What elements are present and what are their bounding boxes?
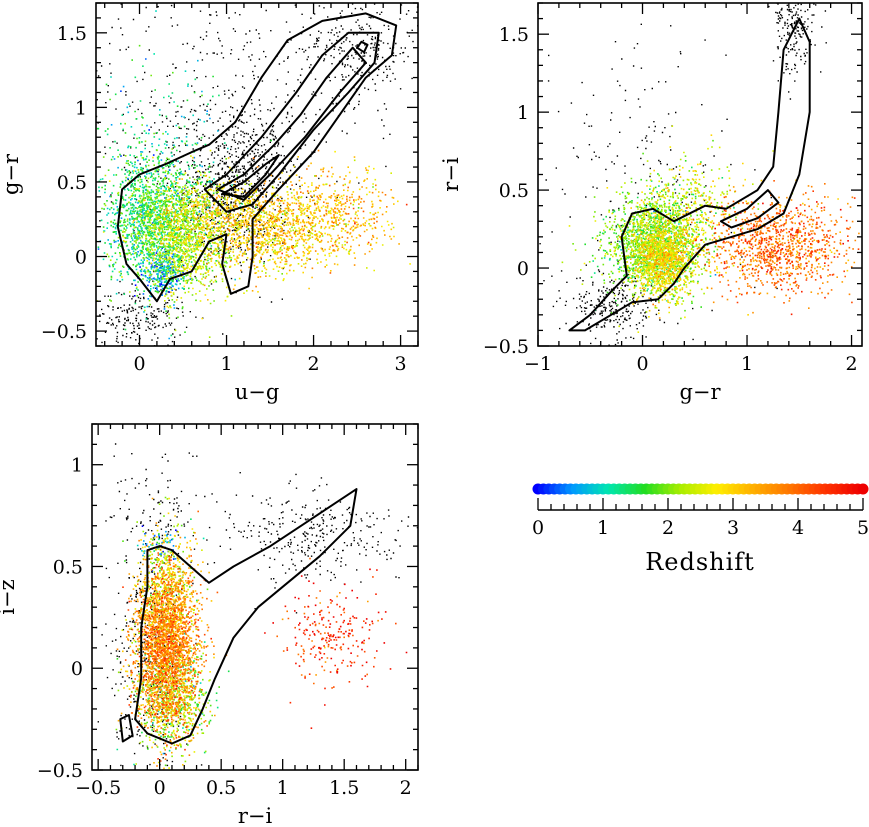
series-quasars bbox=[96, 10, 411, 340]
axis-ticks bbox=[92, 423, 419, 771]
y-tick-label: 0.5 bbox=[57, 172, 87, 194]
contour-level-2 bbox=[719, 189, 780, 229]
x-axis-label: r−i bbox=[238, 804, 273, 827]
quasar-points bbox=[125, 529, 199, 769]
quasar-points bbox=[588, 169, 760, 309]
quasar-points bbox=[144, 156, 395, 294]
quasar-points bbox=[201, 170, 384, 267]
colorbar-tick-label: 1 bbox=[597, 517, 609, 539]
colorbar-tick-label: 2 bbox=[662, 517, 674, 539]
quasar-points bbox=[106, 85, 236, 313]
quasar-points bbox=[694, 207, 834, 316]
x-tick-label: 1 bbox=[277, 777, 289, 799]
y-tick-label: 0 bbox=[71, 658, 83, 680]
quasar-points bbox=[151, 535, 173, 572]
colorbar-tick-label: 4 bbox=[792, 517, 804, 539]
quasar-points bbox=[125, 522, 379, 751]
series-quasars bbox=[115, 496, 408, 770]
x-axis-label: g−r bbox=[679, 380, 721, 404]
contour-level-3 bbox=[216, 46, 367, 201]
x-tick-label: 0 bbox=[133, 353, 145, 375]
x-tick-label: 2 bbox=[308, 353, 320, 375]
contour-level-2 bbox=[119, 714, 134, 743]
quasar-points bbox=[405, 203, 408, 206]
x-tick-label: 2 bbox=[846, 353, 858, 375]
x-tick-label: 3 bbox=[395, 353, 407, 375]
y-axis-label: g−r bbox=[0, 153, 23, 195]
y-tick-label: 1 bbox=[71, 455, 83, 477]
plot-frame bbox=[91, 423, 419, 771]
x-tick-label: −1 bbox=[524, 353, 552, 375]
y-tick-label: 1 bbox=[517, 102, 529, 124]
panel-ri-iz: −0.5 0 0.5 1 1.5 2−0.500.51r−ii−z bbox=[0, 423, 419, 827]
y-tick-label: −0.5 bbox=[37, 760, 83, 782]
contour-level-2 bbox=[203, 31, 380, 213]
y-tick-label: 1.5 bbox=[499, 24, 529, 46]
quasar-points bbox=[561, 146, 795, 313]
colorbar-tick-label: 3 bbox=[727, 517, 739, 539]
panel-ug-gr: 0 1 2 3 −0.5 0 0.5 1 1.5 u−g g−r bbox=[0, 2, 419, 404]
quasar-points bbox=[354, 222, 356, 225]
colorbar-dot bbox=[857, 483, 869, 495]
contour-level-4 bbox=[221, 154, 280, 198]
quasar-points bbox=[133, 166, 400, 292]
y-axis-label: i−z bbox=[0, 579, 19, 614]
y-tick-label: 0.5 bbox=[499, 180, 529, 202]
axis-ticks bbox=[96, 2, 419, 347]
x-tick-label: 0 bbox=[636, 353, 648, 375]
density-contours bbox=[119, 488, 358, 745]
y-tick-label: −0.5 bbox=[483, 336, 529, 358]
colorbar-dots bbox=[532, 483, 869, 495]
y-tick-label: −0.5 bbox=[41, 321, 87, 343]
axis-ticks bbox=[537, 2, 862, 347]
contour-level-1 bbox=[116, 12, 398, 303]
y-tick-label: 1.5 bbox=[57, 23, 87, 45]
quasar-points bbox=[685, 253, 688, 256]
y-tick-label: 0.5 bbox=[53, 556, 83, 578]
redshift-colorbar: Redshift 0 1 2 3 4 5 bbox=[532, 483, 869, 576]
density-contours bbox=[116, 12, 398, 303]
quasar-points bbox=[688, 196, 853, 304]
contour-level-1 bbox=[568, 17, 811, 332]
quasar-points bbox=[680, 190, 860, 304]
x-tick-label: 0 bbox=[154, 777, 166, 799]
x-tick-label: 1.5 bbox=[329, 777, 359, 799]
x-tick-label: 0.5 bbox=[206, 777, 236, 799]
density-contours bbox=[568, 17, 811, 332]
y-tick-label: 0 bbox=[517, 258, 529, 280]
quasar-points bbox=[714, 274, 717, 276]
colorbar-tick-label: 5 bbox=[857, 517, 869, 539]
y-tick-label: 1 bbox=[75, 97, 87, 119]
quasar-points bbox=[652, 196, 848, 306]
x-tick-label: 2 bbox=[400, 777, 412, 799]
panel-gr-ri: −1 0 1 2 −0.5 0 0.5 1 1.5 g−r r−i bbox=[439, 2, 863, 404]
colorbar-tick-label: 0 bbox=[532, 517, 544, 539]
quasar-points bbox=[706, 197, 856, 299]
x-tick-label: −0.5 bbox=[75, 777, 121, 799]
quasar-points bbox=[591, 160, 717, 308]
colorbar-title: Redshift bbox=[645, 548, 755, 576]
contour-level-5 bbox=[356, 40, 369, 54]
x-tick-label: 1 bbox=[220, 353, 232, 375]
x-tick-label: 1 bbox=[741, 353, 753, 375]
y-tick-label: 0 bbox=[75, 247, 87, 269]
quasar-points bbox=[568, 146, 732, 333]
contour-level-1 bbox=[134, 488, 358, 745]
y-axis-label: r−i bbox=[439, 157, 463, 192]
x-axis-label: u−g bbox=[235, 380, 280, 404]
plot-frame bbox=[95, 2, 419, 347]
series-quasars bbox=[561, 125, 862, 333]
